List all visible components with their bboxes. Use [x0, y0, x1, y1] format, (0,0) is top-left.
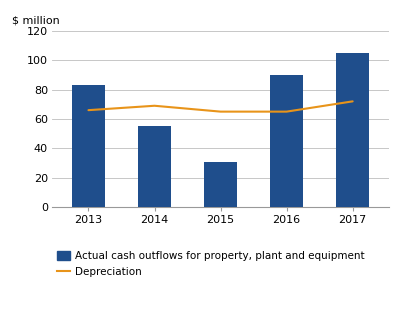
Bar [204, 162, 237, 207]
Bar [336, 53, 369, 207]
Bar [138, 126, 171, 207]
Legend: Actual cash outflows for property, plant and equipment, Depreciation: Actual cash outflows for property, plant… [57, 251, 365, 277]
Bar [72, 85, 105, 207]
Bar [270, 75, 303, 207]
Text: $ million: $ million [12, 16, 59, 26]
